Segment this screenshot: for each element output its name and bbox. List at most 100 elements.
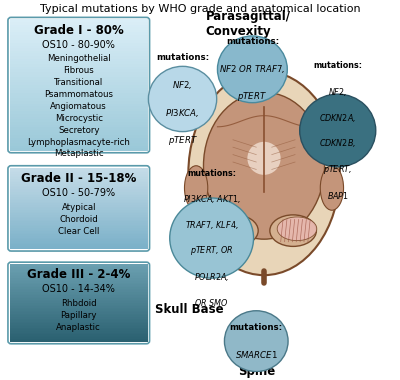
Bar xyxy=(10,273,148,275)
Bar xyxy=(10,247,148,249)
Ellipse shape xyxy=(320,166,344,210)
Text: Meningothelial: Meningothelial xyxy=(47,54,110,63)
Bar xyxy=(10,231,148,233)
Bar xyxy=(10,320,148,321)
Bar xyxy=(10,85,148,88)
Bar xyxy=(10,148,148,151)
Bar xyxy=(10,297,148,298)
Text: Metaplastic: Metaplastic xyxy=(54,149,104,158)
Text: $\it{CDKN2B}$,: $\it{CDKN2B}$, xyxy=(319,138,356,149)
Text: $\it{CDKN2A}$,: $\it{CDKN2A}$, xyxy=(319,112,356,124)
Bar xyxy=(10,218,148,220)
Bar xyxy=(10,340,148,342)
Bar xyxy=(10,195,148,197)
Bar xyxy=(10,336,148,337)
Bar xyxy=(10,125,148,127)
Bar xyxy=(10,109,148,111)
Bar xyxy=(10,202,148,204)
Bar xyxy=(10,177,148,179)
Bar xyxy=(10,246,148,247)
Text: $\it{POLR2A}$,: $\it{POLR2A}$, xyxy=(194,271,229,283)
Bar xyxy=(10,66,148,69)
Bar xyxy=(10,117,148,119)
Bar xyxy=(10,301,148,303)
Bar xyxy=(10,22,148,24)
Bar xyxy=(10,64,148,66)
Ellipse shape xyxy=(204,92,324,239)
Bar xyxy=(10,93,148,96)
Bar xyxy=(10,51,148,54)
Bar xyxy=(10,69,148,72)
Bar xyxy=(10,270,148,272)
Bar xyxy=(10,223,148,225)
Text: Grade I - 80%: Grade I - 80% xyxy=(34,24,124,37)
Bar xyxy=(10,204,148,205)
Bar xyxy=(10,24,148,27)
Text: mutations:: mutations: xyxy=(230,323,283,332)
Text: mutations:: mutations: xyxy=(226,37,279,46)
Bar xyxy=(10,331,148,332)
Bar xyxy=(10,122,148,125)
Ellipse shape xyxy=(170,198,254,278)
Bar xyxy=(10,207,148,208)
Bar xyxy=(10,111,148,114)
Text: $\it{NF2}$ OR $\it{TRAF7}$,: $\it{NF2}$ OR $\it{TRAF7}$, xyxy=(219,63,286,75)
Text: Lymphoplasmacyte-rich: Lymphoplasmacyte-rich xyxy=(27,138,130,147)
Ellipse shape xyxy=(148,66,217,131)
Bar xyxy=(10,266,148,267)
Bar xyxy=(10,174,148,176)
Bar xyxy=(10,82,148,85)
Text: mutations:: mutations: xyxy=(313,62,362,70)
Text: Atypical: Atypical xyxy=(62,203,96,212)
Bar xyxy=(10,190,148,192)
Text: $\it{PI3KCA}$,: $\it{PI3KCA}$, xyxy=(165,107,200,119)
Bar xyxy=(10,90,148,93)
Bar xyxy=(10,286,148,287)
Bar xyxy=(10,280,148,281)
Bar xyxy=(10,304,148,306)
Bar xyxy=(10,284,148,286)
Ellipse shape xyxy=(270,215,316,246)
Bar xyxy=(10,205,148,207)
Bar xyxy=(10,130,148,133)
Ellipse shape xyxy=(218,36,287,103)
Bar xyxy=(10,171,148,173)
Bar xyxy=(10,277,148,278)
Bar xyxy=(10,281,148,283)
Bar xyxy=(10,306,148,308)
Bar xyxy=(10,168,148,169)
Text: Typical mutations by WHO grade and anatomical location: Typical mutations by WHO grade and anato… xyxy=(40,5,360,14)
Bar xyxy=(10,329,148,331)
Text: Fibrous: Fibrous xyxy=(63,66,94,75)
Text: $\it{NF2}$,: $\it{NF2}$, xyxy=(328,86,347,98)
Bar xyxy=(10,295,148,297)
Bar xyxy=(10,114,148,117)
Bar xyxy=(10,311,148,312)
Bar xyxy=(10,318,148,320)
Text: Grade II - 15-18%: Grade II - 15-18% xyxy=(21,172,136,185)
Text: Papillary: Papillary xyxy=(60,311,97,320)
Text: Grade III - 2-4%: Grade III - 2-4% xyxy=(27,268,130,282)
Text: Spine: Spine xyxy=(238,365,275,378)
Text: Parasagittal/
Convexity: Parasagittal/ Convexity xyxy=(206,10,291,38)
Bar xyxy=(10,103,148,106)
Bar xyxy=(10,225,148,226)
Bar xyxy=(10,222,148,223)
Bar xyxy=(10,133,148,135)
Bar xyxy=(10,315,148,317)
Bar xyxy=(10,38,148,40)
Bar xyxy=(10,101,148,103)
Bar xyxy=(10,127,148,130)
Bar xyxy=(10,212,148,213)
Text: OS10 - 80-90%: OS10 - 80-90% xyxy=(42,40,115,50)
Bar xyxy=(10,294,148,295)
Bar xyxy=(10,46,148,48)
Bar xyxy=(10,326,148,328)
Bar xyxy=(10,19,148,22)
Bar xyxy=(10,62,148,64)
Bar xyxy=(10,275,148,277)
Bar xyxy=(10,312,148,314)
Bar xyxy=(10,182,148,184)
Text: $\it{TRAF7}$, $\it{KLF4}$,: $\it{TRAF7}$, $\it{KLF4}$, xyxy=(185,219,238,231)
Bar xyxy=(10,215,148,217)
